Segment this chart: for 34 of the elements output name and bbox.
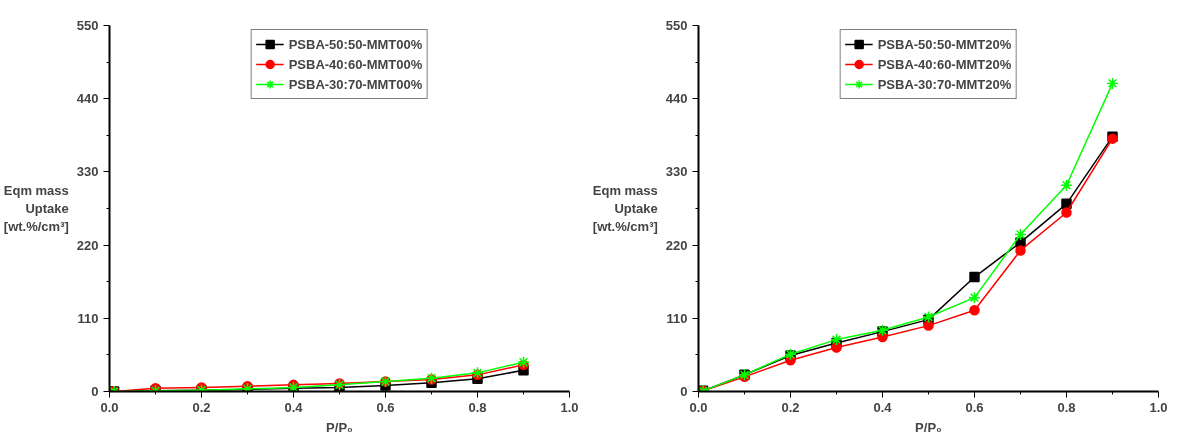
y-tick-label: 440 — [76, 91, 99, 107]
legend-label: PSBA-30:70-MMT00% — [288, 76, 423, 92]
y-axis-title: Eqm mass Uptake [wt.%/cm³] — [3, 183, 69, 234]
y-tick-label: 550 — [76, 18, 99, 33]
x-tick-label: 0.8 — [468, 399, 487, 415]
x-tick-label: 0.4 — [284, 399, 304, 415]
y-tick-label: 330 — [665, 164, 688, 180]
legend-label: PSBA-40:60-MMT00% — [288, 56, 423, 72]
y-axis-title: Eqm mass Uptake [wt.%/cm³] — [592, 183, 658, 234]
y-tick-label: 110 — [77, 310, 99, 326]
legend-label: PSBA-40:60-MMT20% — [877, 56, 1012, 72]
x-tick-label: 1.0 — [1149, 399, 1168, 415]
x-axis-title: P/P₀ — [915, 419, 943, 435]
legend-label: PSBA-50:50-MMT00% — [288, 36, 423, 52]
x-tick-label: 0.6 — [965, 399, 984, 415]
x-tick-label: 0.6 — [376, 399, 395, 415]
y-tick-label: 440 — [665, 91, 688, 107]
x-tick-label: 0.2 — [192, 399, 211, 415]
x-axis-title: P/P₀ — [326, 419, 354, 435]
x-tick-label: 0.0 — [689, 399, 708, 415]
x-tick-label: 0.4 — [873, 399, 893, 415]
y-tick-label: 550 — [665, 18, 688, 33]
y-tick-label: 110 — [666, 310, 688, 326]
x-tick-label: 1.0 — [560, 399, 579, 415]
x-tick-label: 0.8 — [1057, 399, 1076, 415]
y-tick-label: 220 — [76, 237, 99, 253]
legend-label: PSBA-50:50-MMT20% — [877, 36, 1012, 52]
y-tick-label: 330 — [76, 164, 99, 180]
legend-label: PSBA-30:70-MMT20% — [877, 76, 1012, 92]
x-tick-label: 0.0 — [100, 399, 119, 415]
y-tick-label: 0 — [680, 384, 688, 399]
y-tick-label: 220 — [665, 237, 688, 253]
x-tick-label: 0.2 — [781, 399, 800, 415]
y-tick-label: 0 — [91, 384, 99, 399]
